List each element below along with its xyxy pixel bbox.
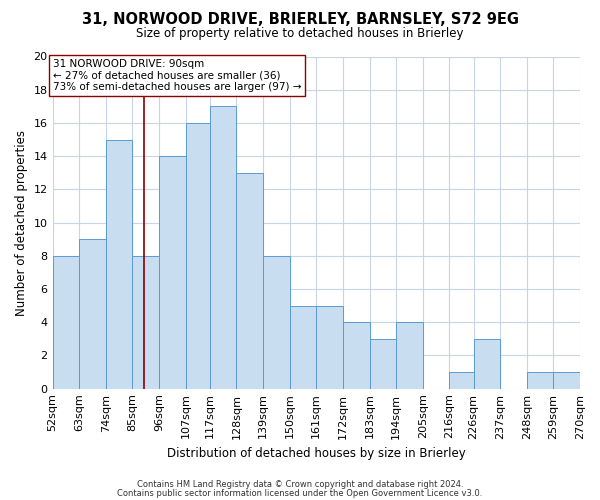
Bar xyxy=(133,256,159,388)
Bar xyxy=(449,372,473,388)
Bar xyxy=(527,372,553,388)
Bar xyxy=(53,256,79,388)
Bar xyxy=(185,123,210,388)
Bar xyxy=(290,306,316,388)
Bar xyxy=(236,173,263,388)
Bar xyxy=(263,256,290,388)
Bar xyxy=(370,339,396,388)
Text: 31 NORWOOD DRIVE: 90sqm
← 27% of detached houses are smaller (36)
73% of semi-de: 31 NORWOOD DRIVE: 90sqm ← 27% of detache… xyxy=(53,59,301,92)
Bar xyxy=(316,306,343,388)
Bar xyxy=(553,372,580,388)
Y-axis label: Number of detached properties: Number of detached properties xyxy=(15,130,28,316)
Bar xyxy=(396,322,423,388)
X-axis label: Distribution of detached houses by size in Brierley: Distribution of detached houses by size … xyxy=(167,447,466,460)
Bar xyxy=(343,322,370,388)
Text: Contains public sector information licensed under the Open Government Licence v3: Contains public sector information licen… xyxy=(118,488,482,498)
Bar xyxy=(79,239,106,388)
Text: Contains HM Land Registry data © Crown copyright and database right 2024.: Contains HM Land Registry data © Crown c… xyxy=(137,480,463,489)
Bar xyxy=(106,140,133,388)
Bar xyxy=(159,156,185,388)
Text: 31, NORWOOD DRIVE, BRIERLEY, BARNSLEY, S72 9EG: 31, NORWOOD DRIVE, BRIERLEY, BARNSLEY, S… xyxy=(82,12,518,28)
Bar xyxy=(473,339,500,388)
Bar xyxy=(210,106,236,388)
Text: Size of property relative to detached houses in Brierley: Size of property relative to detached ho… xyxy=(136,28,464,40)
